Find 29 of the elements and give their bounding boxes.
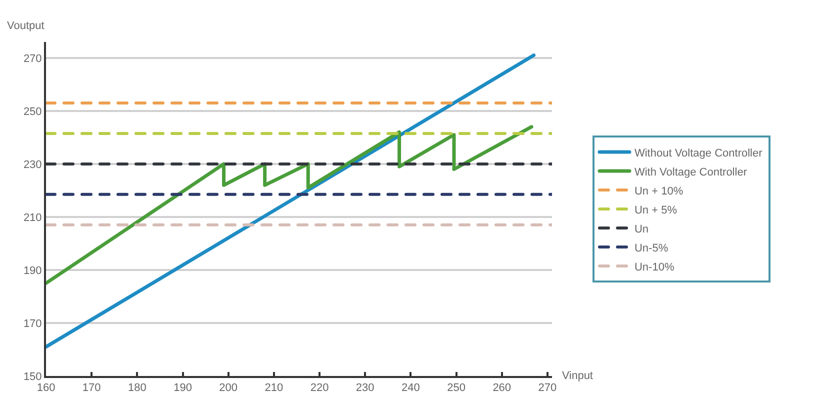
legend-label: Un + 10% <box>634 185 684 198</box>
y-tick-label: 250 <box>23 106 42 118</box>
x-tick-label: 230 <box>356 382 374 394</box>
x-tick-label: 190 <box>174 382 192 394</box>
legend-label: Un + 5% <box>634 204 678 216</box>
y-tick-label: 150 <box>23 370 42 383</box>
legend-label: Un-10% <box>634 261 674 274</box>
legend-label: Un-5% <box>634 242 668 254</box>
legend-label: With Voltage Controller <box>634 166 748 178</box>
y-tick-label: 270 <box>23 52 42 65</box>
y-tick-label: 170 <box>23 318 42 330</box>
x-tick-label: 250 <box>447 382 466 394</box>
x-tick-label: 200 <box>219 382 238 394</box>
legend-label: Without Voltage Controller <box>634 147 763 160</box>
y-tick-label: 210 <box>23 212 42 224</box>
y-tick-label: 190 <box>23 264 42 277</box>
x-tick-label: 180 <box>128 382 146 394</box>
x-tick-label: 160 <box>36 382 56 394</box>
y-axis-title: Voutput <box>7 20 44 32</box>
y-tick-label: 230 <box>23 158 42 171</box>
x-axis-title: Vinput <box>562 370 593 382</box>
x-tick-label: 260 <box>492 382 512 394</box>
x-tick-label: 170 <box>82 382 101 394</box>
x-tick-label: 240 <box>402 382 420 394</box>
x-tick-label: 220 <box>310 382 329 394</box>
x-tick-label: 270 <box>538 382 557 394</box>
line-series <box>46 125 534 285</box>
legend-label: Un <box>634 223 649 236</box>
x-tick-label: 210 <box>264 382 284 394</box>
